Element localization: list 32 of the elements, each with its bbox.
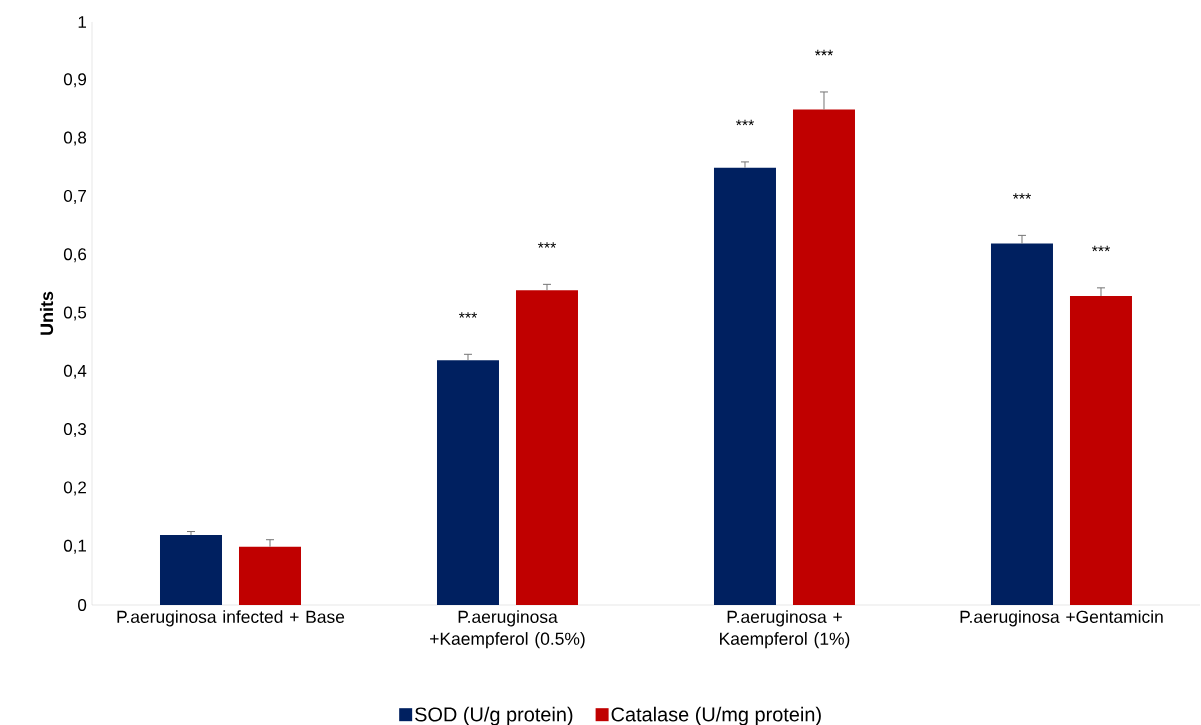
annotation: *** bbox=[814, 49, 834, 56]
y-tick-label: 0,5 bbox=[63, 306, 87, 321]
y-tick-label: 0,4 bbox=[63, 364, 87, 379]
bar bbox=[436, 360, 499, 605]
legend-label: Catalase (U/mg protein) bbox=[611, 706, 821, 725]
bar bbox=[239, 546, 301, 605]
y-tick-label: 0,2 bbox=[63, 481, 86, 496]
legend-label: SOD (U/g protein) bbox=[415, 706, 573, 725]
y-tick-label: 0,9 bbox=[63, 73, 87, 88]
annotation: *** bbox=[1091, 245, 1111, 252]
bar bbox=[515, 290, 578, 605]
bar bbox=[713, 167, 776, 605]
y-tick-label: 0,3 bbox=[63, 423, 87, 438]
bar bbox=[160, 535, 222, 605]
y-tick-label: 1 bbox=[78, 16, 86, 28]
y-tick-label: 0,8 bbox=[63, 131, 87, 146]
y-axis-title: Units bbox=[39, 291, 54, 335]
bar bbox=[792, 109, 855, 605]
y-tick-label: 0,6 bbox=[63, 248, 87, 263]
x-tick-label: P.aeruginosa + Kaempferol (1%) bbox=[720, 610, 850, 649]
y-tick-label: 0,1 bbox=[63, 539, 86, 554]
bar bbox=[1069, 296, 1132, 605]
annotation: *** bbox=[537, 242, 557, 248]
x-tick-label: P.aeruginosa +Gentamicin bbox=[960, 610, 1163, 627]
x-tick-label: P.aeruginosa infected + Base bbox=[117, 610, 345, 627]
bar bbox=[990, 243, 1053, 605]
annotation: *** bbox=[458, 312, 478, 318]
x-tick-label: P.aeruginosa +Kaempferol (0.5%) bbox=[430, 610, 585, 649]
annotation: *** bbox=[735, 119, 755, 126]
annotation: *** bbox=[1012, 193, 1032, 199]
y-tick-label: 0 bbox=[78, 599, 87, 611]
y-tick-label: 0,7 bbox=[63, 189, 86, 204]
